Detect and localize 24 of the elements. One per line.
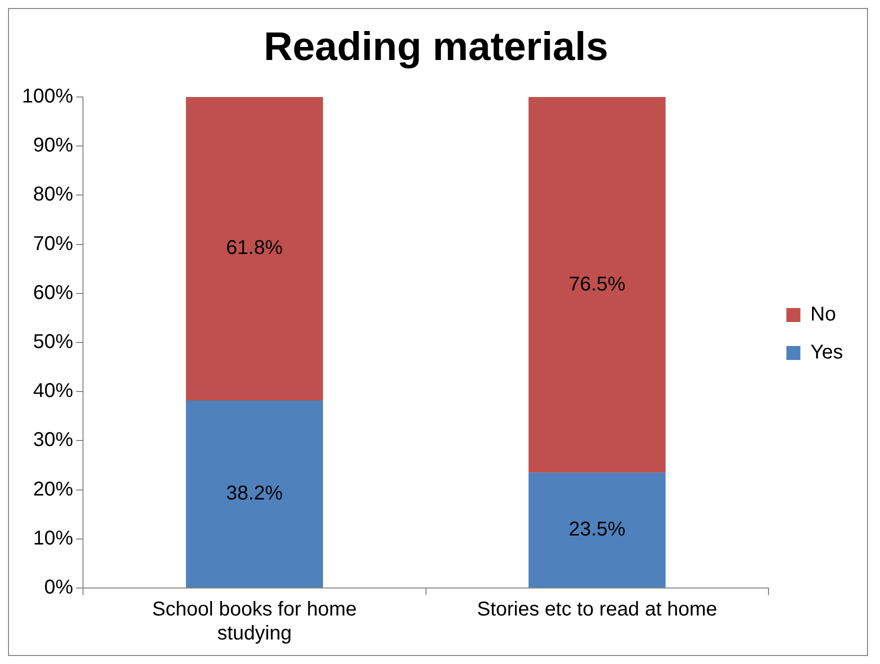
data-label: 61.8% [226, 237, 284, 260]
data-label: 23.5% [568, 518, 626, 541]
y-tick-label: 100% [22, 86, 74, 108]
y-tick-label: 30% [33, 429, 74, 452]
y-tick-label: 60% [33, 282, 74, 304]
legend-label: Yes [810, 342, 844, 364]
bar [186, 97, 323, 400]
x-tick-label: School books for home studying [152, 598, 357, 645]
y-tick-label: 70% [33, 232, 74, 255]
y-tick-label: 20% [33, 478, 74, 500]
y-tick-label: 10% [33, 527, 74, 550]
bar [186, 400, 323, 588]
data-label: 38.2% [226, 482, 284, 504]
data-label: 76.5% [568, 273, 626, 296]
chart-title: Reading materials [264, 25, 608, 70]
y-tick-label: 50% [33, 331, 74, 354]
x-tick-label: Stories etc to read at home [477, 598, 718, 621]
y-tick-label: 80% [33, 184, 74, 206]
bar [528, 97, 666, 473]
y-tick-label: 0% [44, 576, 74, 599]
y-tick-label: 90% [33, 134, 74, 157]
bar [528, 472, 666, 588]
y-tick-label: 40% [33, 380, 74, 402]
legend-label: No [810, 304, 836, 326]
